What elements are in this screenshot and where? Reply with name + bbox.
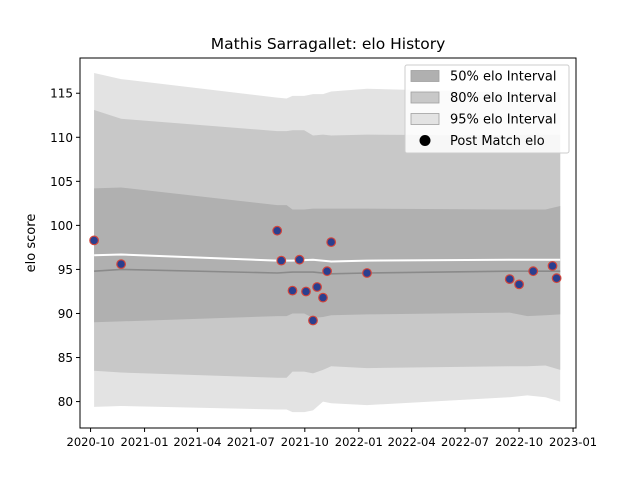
y-tick-label: 85 [58, 351, 73, 365]
x-tick-label: 2021-07 [227, 435, 275, 449]
center-lines [94, 253, 561, 275]
line-mean [94, 253, 561, 263]
y-axis-ticks: 80 85 90 95 100 105 110 115 [50, 87, 80, 409]
y-tick-label: 80 [58, 395, 73, 409]
line-median [94, 268, 561, 275]
x-tick-label: 2020-10 [67, 435, 115, 449]
data-point [322, 266, 333, 277]
x-tick-label: 2022-10 [495, 435, 543, 449]
y-tick-label: 110 [50, 131, 73, 145]
y-tick-label: 90 [58, 307, 73, 321]
data-point [301, 286, 311, 297]
data-point [294, 254, 305, 265]
data-point [89, 235, 99, 246]
data-point [276, 255, 287, 266]
x-tick-label: 2021-04 [173, 435, 221, 449]
y-axis-label: elo score [24, 214, 39, 273]
data-point [116, 259, 126, 270]
band-2 [94, 187, 561, 323]
data-point [312, 282, 323, 292]
data-point [547, 261, 558, 271]
x-tick-label: 2022-07 [441, 435, 489, 449]
legend-marker [419, 135, 431, 146]
x-tick-label: 2021-10 [281, 435, 329, 449]
x-axis-ticks: 2020-10 2021-01 2021-04 2021-07 2021-10 2022-… [67, 428, 597, 449]
x-tick-label: 2021-01 [121, 435, 169, 449]
data-point [308, 315, 318, 326]
y-tick-label: 100 [50, 219, 73, 233]
data-point [326, 237, 337, 248]
data-point [514, 279, 524, 290]
x-tick-label: 2023-01 [549, 435, 597, 449]
chart-title: Mathis Sarragallet: elo History [211, 35, 446, 53]
legend-label: 80% elo Interval [450, 91, 557, 106]
legend-label: 95% elo Interval [450, 113, 557, 128]
x-tick-label: 2022-04 [388, 435, 436, 449]
legend-swatch [410, 91, 440, 104]
legend: 50% elo Interval 80% elo Interval 95% elo … [404, 64, 570, 154]
y-tick-label: 95 [58, 263, 73, 277]
data-point [528, 266, 539, 277]
data-point [272, 225, 283, 236]
data-point [551, 273, 562, 284]
legend-swatch [410, 113, 440, 125]
legend-label: Post Match elo [450, 134, 545, 149]
data-point [504, 274, 515, 285]
post-match-points [89, 225, 562, 326]
plot-frame [79, 57, 577, 429]
data-point [318, 292, 328, 303]
x-tick-label: 2022-01 [335, 435, 383, 449]
data-point [362, 268, 372, 278]
legend-swatch [410, 70, 440, 82]
y-tick-label: 115 [50, 87, 73, 101]
data-point [287, 285, 298, 296]
y-tick-label: 105 [50, 175, 73, 189]
legend-box [404, 64, 570, 154]
legend-label: 50% elo Interval [450, 70, 557, 85]
